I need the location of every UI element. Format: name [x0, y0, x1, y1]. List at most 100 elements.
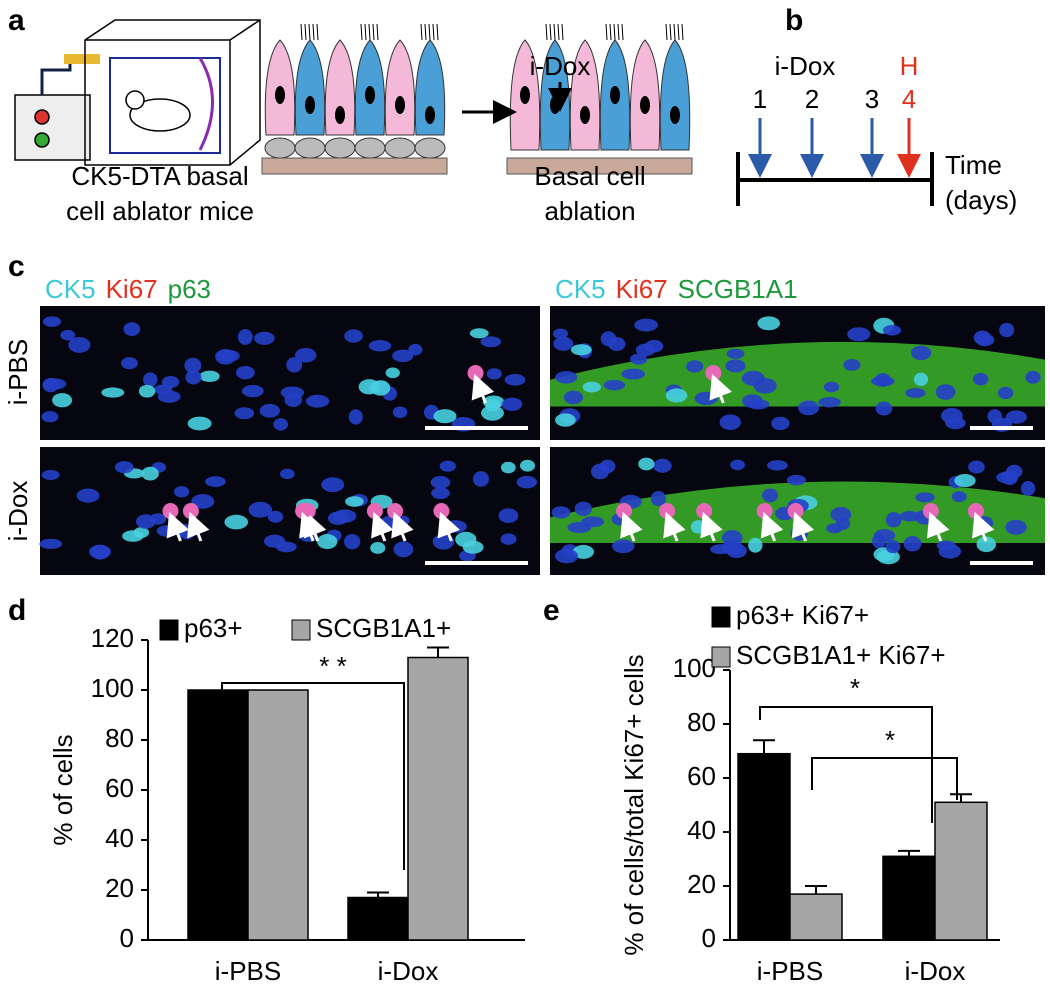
nucleus — [1005, 410, 1027, 424]
nucleus — [52, 393, 73, 408]
nucleus — [582, 381, 601, 393]
nucleus — [395, 96, 405, 114]
nucleus — [599, 459, 616, 474]
arrow — [471, 373, 495, 404]
nucleus — [42, 378, 67, 390]
basal-cell — [294, 137, 326, 159]
x-tick-label: i-Dox — [905, 956, 966, 986]
cilium — [549, 23, 552, 41]
nucleus — [178, 524, 196, 540]
panel-label: a — [8, 4, 25, 37]
nucleus — [393, 541, 414, 558]
nucleus — [41, 469, 60, 480]
nucleus — [634, 318, 659, 332]
nucleus — [610, 86, 620, 104]
nucleus — [385, 367, 400, 379]
cilium — [677, 23, 680, 41]
nucleus — [348, 409, 363, 425]
significance-bracket — [811, 757, 958, 800]
cilium — [304, 23, 307, 41]
nucleus — [343, 533, 361, 550]
caption: CK5-DTA basal — [71, 161, 248, 191]
cilium — [557, 23, 560, 41]
day-label: 1 — [753, 84, 767, 114]
basement — [261, 157, 448, 175]
arrow — [926, 511, 950, 542]
ki67-cell — [433, 503, 450, 519]
nucleus — [726, 348, 745, 359]
nucleus — [153, 384, 173, 395]
caption: cell ablator mice — [66, 196, 254, 226]
stain-label: p63 — [168, 274, 211, 304]
epithelium-illustration — [506, 23, 693, 175]
cilium — [432, 23, 435, 41]
nucleus — [368, 340, 392, 352]
nucleus — [686, 360, 704, 373]
nucleus — [101, 387, 125, 398]
nucleus — [280, 468, 295, 480]
bar — [934, 801, 988, 941]
y-tick-label: 40 — [687, 815, 716, 845]
nucleus — [500, 461, 516, 474]
error-bar — [950, 793, 972, 803]
nucleus — [638, 457, 655, 471]
cilium — [681, 23, 684, 41]
nucleus — [694, 391, 718, 406]
error-bar — [753, 739, 775, 754]
cilium — [372, 23, 375, 41]
nucleus — [653, 458, 672, 473]
cilium — [617, 23, 620, 41]
nucleus — [725, 359, 746, 373]
nucleus — [555, 413, 576, 427]
error-bar — [427, 646, 449, 658]
nucleus — [123, 322, 141, 337]
y-tick-label: 100 — [91, 673, 134, 703]
ki67-cell — [922, 503, 939, 519]
arrow — [791, 511, 815, 542]
nucleus — [913, 372, 929, 386]
ki67-cell — [787, 503, 804, 519]
timeline — [736, 152, 934, 206]
nucleus — [823, 381, 840, 393]
caption: ablation — [544, 196, 635, 226]
nucleus — [305, 394, 330, 408]
nucleus — [574, 501, 593, 516]
arrow — [760, 511, 784, 542]
nucleus — [284, 392, 303, 407]
cilium — [428, 23, 431, 41]
nucleus — [498, 508, 519, 524]
nucleus — [425, 106, 435, 124]
row-label: i-Dox — [3, 481, 33, 542]
day-label: 4 — [902, 84, 916, 114]
nucleus — [726, 543, 747, 559]
y-tick-label: 40 — [105, 823, 134, 853]
nucleus — [345, 496, 364, 507]
stain-label: CK5 — [555, 274, 606, 304]
nucleus — [954, 474, 976, 488]
nucleus — [344, 329, 363, 343]
nucleus — [1025, 370, 1041, 384]
nucleus — [90, 544, 110, 560]
nucleus — [975, 333, 995, 347]
arrow — [972, 511, 995, 542]
nucleus — [267, 510, 284, 523]
nucleus — [719, 414, 741, 431]
nucleus — [905, 387, 926, 398]
nucleus — [199, 370, 220, 382]
nucleus — [138, 384, 156, 398]
nucleus — [184, 357, 202, 374]
nucleus — [798, 400, 820, 416]
nucleus — [234, 407, 255, 420]
nucleus — [650, 491, 667, 507]
nucleus — [135, 514, 156, 529]
nucleus — [174, 486, 190, 498]
basal-cell — [264, 137, 296, 159]
y-tick-label: 60 — [687, 761, 716, 791]
y-tick-label: 80 — [105, 723, 134, 753]
nucleus — [563, 390, 584, 405]
ki67-cell — [467, 365, 484, 381]
nucleus — [317, 534, 338, 550]
nucleus — [501, 397, 523, 412]
nucleus — [885, 512, 902, 528]
y-tick-label: 100 — [673, 653, 716, 683]
